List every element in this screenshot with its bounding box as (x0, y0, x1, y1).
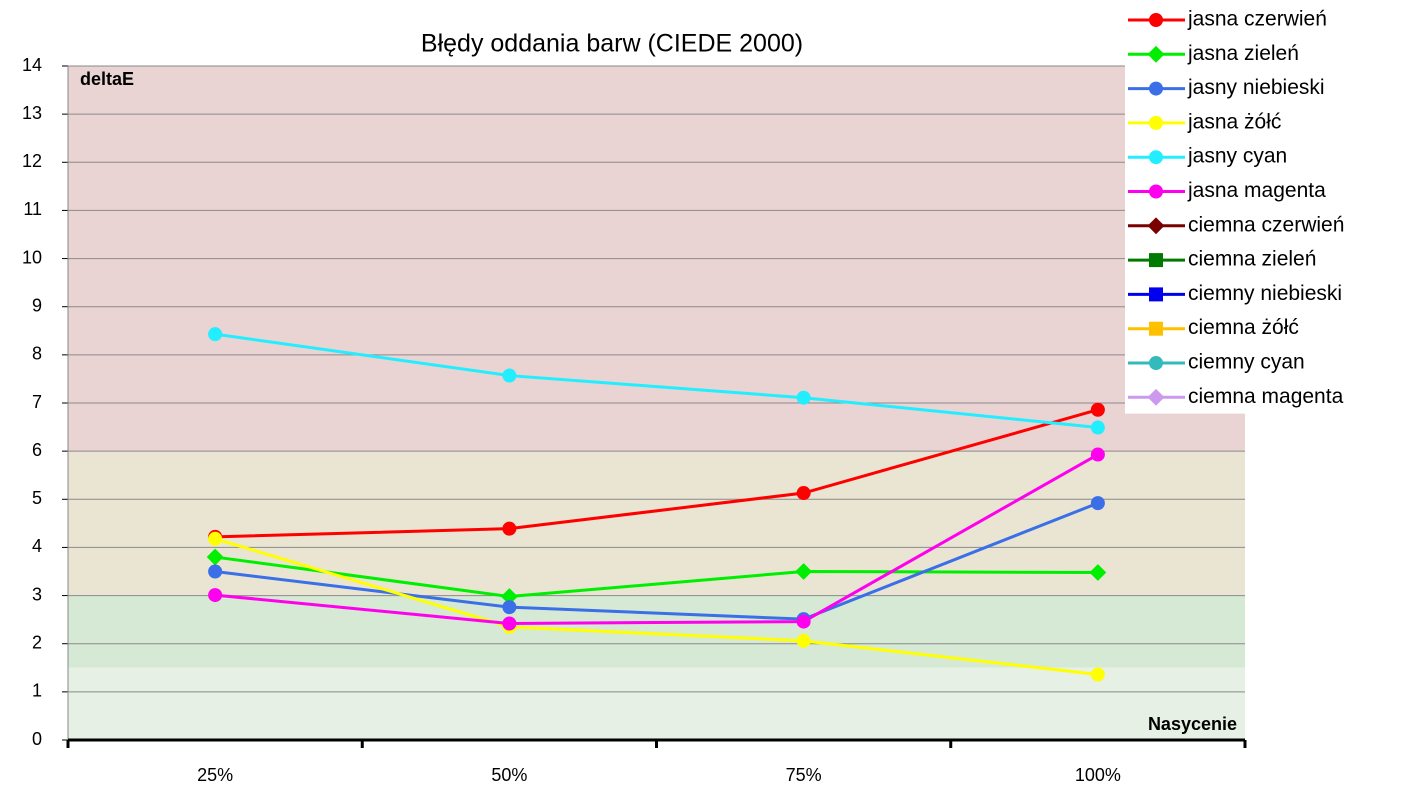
marker (1147, 45, 1165, 63)
marker (1090, 447, 1105, 462)
marker (502, 521, 517, 536)
y-tick-label: 5 (32, 488, 42, 508)
marker (500, 588, 518, 605)
marker (1090, 402, 1105, 417)
x-tick-label: 50% (491, 765, 527, 785)
legend-label: jasny cyan (1187, 145, 1287, 168)
marker (1149, 81, 1163, 96)
legend-box (1125, 0, 1407, 414)
x-axis-label: Nasycenie (1148, 714, 1237, 734)
marker (796, 486, 811, 501)
y-tick-label: 3 (32, 584, 42, 604)
x-tick-label: 75% (786, 765, 822, 785)
legend-label: jasny niebieski (1187, 76, 1325, 99)
marker (1149, 115, 1163, 130)
y-tick-label: 4 (32, 536, 42, 556)
marker (796, 614, 811, 629)
marker (1149, 13, 1163, 27)
legend-label: jasna zieleń (1187, 42, 1299, 65)
series-line (214, 332, 1099, 430)
y-tick-label: 14 (22, 55, 42, 75)
zone-band (68, 595, 1245, 668)
marker (206, 548, 224, 566)
y-tick-label: 8 (32, 344, 42, 364)
marker (1147, 388, 1165, 406)
y-tick-label: 1 (32, 681, 42, 701)
series-line (215, 408, 1099, 539)
y-tick-label: 10 (22, 247, 42, 267)
legend-label: ciemna żółć (1188, 316, 1299, 339)
marker (1089, 564, 1107, 581)
y-tick-label: 0 (32, 729, 42, 749)
legend-label: ciemna magenta (1188, 385, 1344, 408)
y-tick-label: 9 (32, 295, 42, 315)
marker (1147, 217, 1165, 235)
legend: jasna czerwień jasna zieleń jasny niebiesk… (1125, 0, 1407, 414)
marker (502, 600, 517, 615)
marker (1090, 496, 1105, 511)
marker (1149, 287, 1163, 302)
marker (1149, 321, 1163, 336)
marker (502, 616, 517, 631)
marker (796, 390, 811, 405)
legend-label: ciemny cyan (1188, 351, 1305, 374)
chart-title: Błędy oddania barw (CIEDE 2000) (421, 30, 803, 58)
legend-label: jasna żółć (1187, 110, 1281, 133)
series-line (214, 453, 1099, 625)
legend-label: ciemna zieleń (1188, 248, 1316, 271)
marker (1149, 253, 1163, 268)
y-tick-label: 2 (32, 632, 42, 652)
marker (1090, 420, 1105, 435)
zone-band (68, 667, 1245, 740)
marker (796, 633, 811, 648)
marker (1090, 667, 1105, 682)
marker (795, 563, 813, 580)
x-tick-label: 25% (197, 765, 233, 785)
legend-label: jasna magenta (1187, 179, 1326, 202)
marker (1149, 356, 1163, 370)
marker (1149, 150, 1163, 165)
series-line (214, 537, 1099, 677)
marker (208, 564, 223, 579)
marker (502, 368, 517, 383)
y-axis-label: deltaE (80, 69, 134, 89)
y-tick-label: 7 (32, 392, 42, 412)
marker (1149, 184, 1163, 199)
x-tick-label: 100% (1075, 765, 1121, 785)
series-line (214, 501, 1099, 621)
y-tick-label: 12 (22, 151, 42, 171)
y-tick-label: 13 (22, 103, 42, 123)
y-tick-label: 6 (32, 440, 42, 460)
y-tick-label: 11 (23, 199, 42, 219)
legend-label: ciemny niebieski (1188, 282, 1342, 305)
marker (208, 588, 223, 603)
legend-label: ciemna czerwień (1188, 213, 1344, 236)
marker (208, 327, 223, 342)
marker (208, 531, 223, 546)
legend-label: jasna czerwień (1187, 8, 1327, 31)
series-line (214, 555, 1098, 599)
